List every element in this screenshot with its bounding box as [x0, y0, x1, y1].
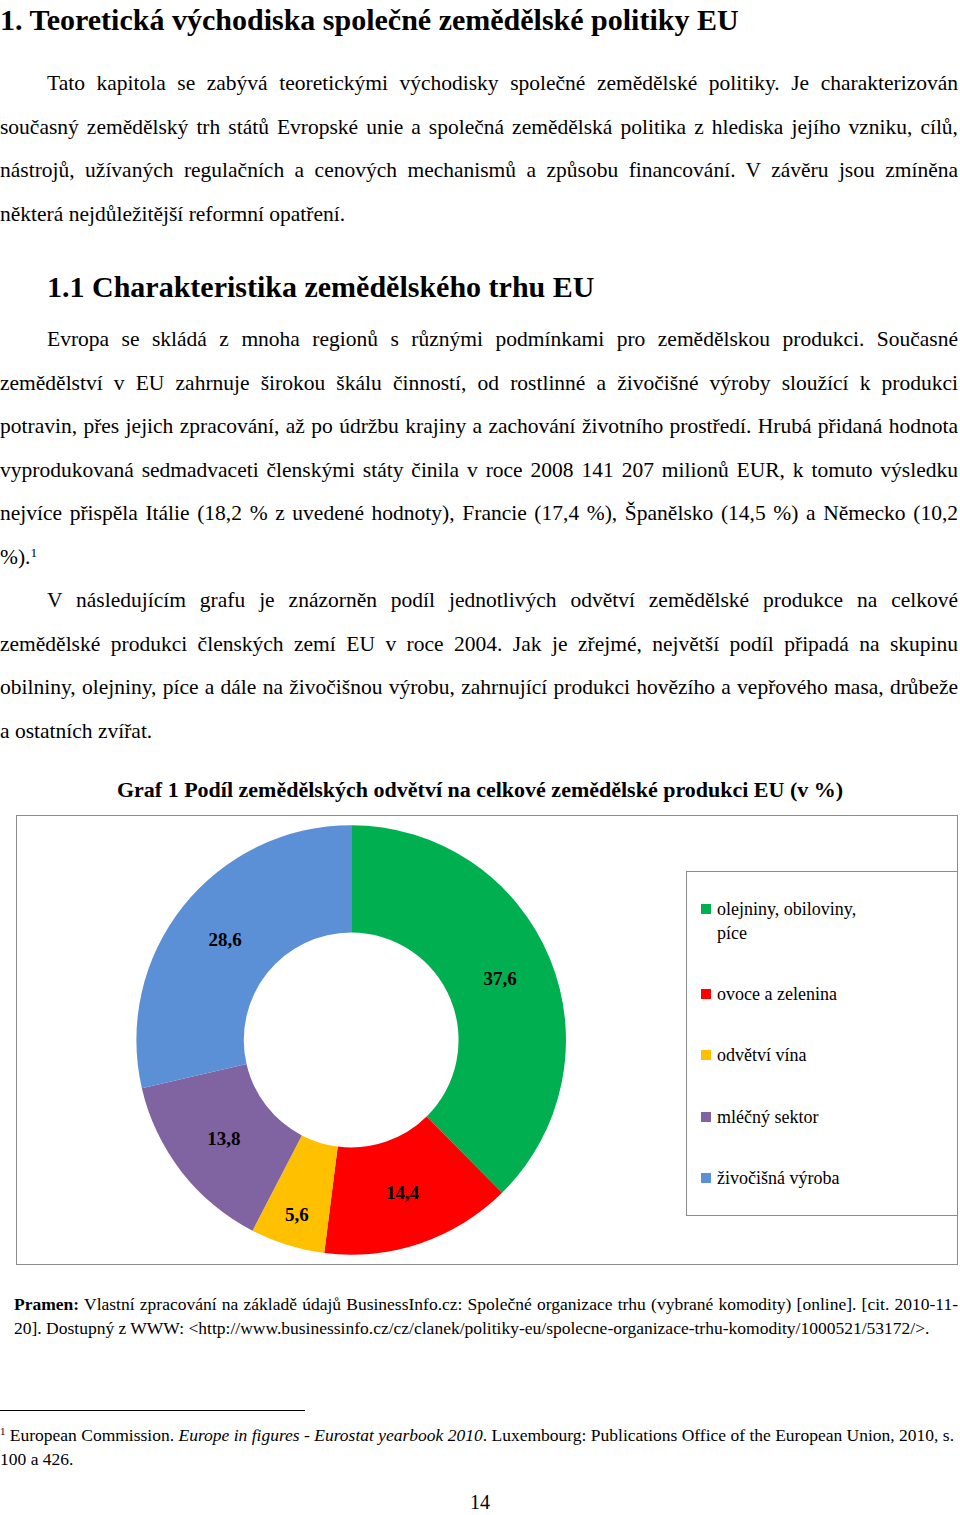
html-text:1.1 Charakteristika zemědělské: 1.1 Charakteristika zemědělského trhu EU: [47, 270, 595, 303]
svg-text:28,6: 28,6: [209, 929, 242, 950]
svg-text:13,8: 13,8: [207, 1128, 240, 1149]
html-text:Tato kapitola se zabývá teoret: Tato kapitola se zabývá teoretickými výc…: [0, 71, 958, 226]
html-text:ovoce a zelenina: ovoce a zelenina: [717, 984, 837, 1005]
html-text:Pramen: Vlastní zpracování na: Pramen: Vlastní zpracování na základě úd…: [14, 1294, 958, 1338]
html-text:1. Teoretická východiska spole: 1. Teoretická východiska společné zemědě…: [0, 3, 739, 36]
html-text:živočišná výroba: živočišná výroba: [717, 1168, 840, 1189]
html-text:Evropa se skládá z mnoha regio: Evropa se skládá z mnoha regionů s různý…: [0, 327, 958, 569]
html-text:olejniny, obiloviny, píce: olejniny, obiloviny, píce: [717, 898, 857, 943]
html-text:odvětví vína: odvětví vína: [717, 1045, 807, 1066]
html-text:Graf 1 Podíl zemědělských odvě: Graf 1 Podíl zemědělských odvětví na cel…: [116, 777, 844, 802]
html-text:14: 14: [470, 1491, 490, 1513]
html-text:1European Commission. Europe i: 1European Commission. Europe in figures …: [0, 1425, 954, 1469]
svg-text:5,6: 5,6: [285, 1204, 309, 1225]
svg-text:37,6: 37,6: [484, 968, 517, 989]
html-text:mléčný sektor: mléčný sektor: [717, 1106, 819, 1127]
svg-text:14,4: 14,4: [386, 1182, 420, 1203]
html-text:V následujícím grafu je znázor: V následujícím grafu je znázorněn podíl …: [0, 588, 958, 743]
